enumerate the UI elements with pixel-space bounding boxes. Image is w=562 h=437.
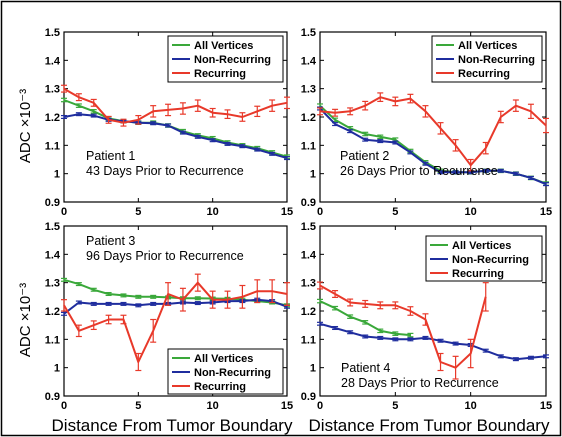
- y-tick-label: 1.5: [301, 221, 316, 233]
- y-tick-label: 1.4: [301, 55, 317, 67]
- y-tick-label: 0.9: [301, 391, 316, 403]
- y-axis-label-top: ADC ×10⁻³: [17, 89, 34, 163]
- panel-annotation: Patient 4: [341, 361, 390, 375]
- y-tick-label: 1.2: [301, 306, 316, 318]
- y-tick-label: 1.2: [45, 306, 60, 318]
- legend-entry: Recurring: [452, 268, 504, 280]
- series-non-recurring: [61, 297, 290, 316]
- y-tick-label: 0.9: [45, 197, 60, 209]
- y-tick-label: 1: [54, 169, 60, 181]
- x-tick-label: 0: [317, 206, 323, 218]
- series-recurring: [61, 273, 290, 372]
- x-tick-label: 0: [61, 400, 67, 412]
- legend-entry: All Vertices: [194, 40, 253, 52]
- panel-annotation: 28 Days Prior to Recurrence: [341, 376, 499, 390]
- legend: All Vertices Non-Recurring Recurring: [167, 348, 284, 395]
- x-tick-label: 10: [465, 400, 477, 412]
- legend-entry: Non-Recurring: [194, 54, 271, 66]
- series-line: [63, 87, 288, 124]
- x-tick-label: 10: [207, 206, 219, 218]
- panel-2: 0.9 1 1.1 1.2 1.3 1.4 1.5 0 5 10 15 Patient 226 Day…: [301, 27, 552, 218]
- y-tick-label: 1.5: [301, 27, 316, 39]
- series-recurring: [317, 92, 549, 172]
- panel-annotation: Patient 2: [340, 149, 389, 163]
- y-tick-label: 1.1: [301, 334, 316, 346]
- x-tick-label: 10: [465, 206, 477, 218]
- series-recurring: [317, 281, 489, 380]
- series-line: [63, 281, 288, 363]
- panel-annotation: Patient 1: [86, 149, 135, 163]
- panel-annotation: 26 Days Prior to Recurrence: [340, 164, 498, 178]
- legend-entry: Non-Recurring: [452, 254, 529, 266]
- legend-entry: Recurring: [194, 68, 246, 80]
- x-tick-label: 15: [281, 206, 293, 218]
- y-tick-label: 1.5: [45, 27, 60, 39]
- series-line: [319, 107, 547, 186]
- x-tick-label: 5: [135, 400, 141, 412]
- legend: All Vertices Non-Recurring Recurring: [431, 35, 543, 83]
- y-axis-label-bottom: ADC ×10⁻³: [17, 283, 34, 357]
- x-tick-label: 0: [61, 206, 67, 218]
- x-tick-label: 5: [135, 206, 141, 218]
- series-non-recurring: [317, 106, 549, 187]
- y-tick-label: 1.3: [45, 84, 60, 96]
- y-tick-label: 1.4: [301, 249, 317, 261]
- legend: All Vertices Non-Recurring Recurring: [167, 35, 284, 83]
- y-tick-label: 1: [310, 363, 316, 375]
- y-tick-label: 1.1: [45, 140, 60, 152]
- y-tick-label: 1.3: [301, 278, 316, 290]
- y-tick-label: 1: [310, 169, 316, 181]
- panel-1: 0.9 1 1.1 1.2 1.3 1.4 1.5 0 5 10 15 Patient 143 Day…: [45, 27, 293, 218]
- x-axis-label-right: Distance From Tumor Boundary: [309, 416, 550, 435]
- legend-entry: All Vertices: [458, 40, 517, 52]
- legend-entry: All Vertices: [452, 240, 511, 252]
- y-tick-label: 1.1: [301, 140, 316, 152]
- legend-entry: All Vertices: [194, 353, 253, 365]
- y-tick-label: 1: [54, 363, 60, 375]
- y-tick-label: 1.3: [45, 278, 60, 290]
- series-line: [319, 284, 487, 369]
- x-tick-label: 15: [540, 400, 552, 412]
- y-tick-label: 1.2: [45, 112, 60, 124]
- panel-annotation: 96 Days Prior to Recurrence: [86, 249, 244, 263]
- series-all-vertices: [317, 298, 414, 338]
- y-tick-label: 1.2: [301, 112, 316, 124]
- y-tick-label: 0.9: [45, 391, 60, 403]
- legend-entry: Recurring: [458, 68, 510, 80]
- x-axis-label-left: Distance From Tumor Boundary: [52, 416, 293, 435]
- x-tick-label: 10: [207, 400, 219, 412]
- legend-entry: Non-Recurring: [458, 54, 535, 66]
- y-tick-label: 1.4: [45, 55, 61, 67]
- y-tick-label: 0.9: [301, 197, 316, 209]
- y-tick-label: 1.4: [45, 249, 61, 261]
- legend-entry: Non-Recurring: [194, 367, 271, 379]
- panel-4: 0.9 1 1.1 1.2 1.3 1.4 1.5 0 5 10 15 Patient 428 Day…: [301, 221, 552, 412]
- x-tick-label: 15: [540, 206, 552, 218]
- series-line: [319, 300, 411, 337]
- x-tick-label: 5: [392, 400, 398, 412]
- y-tick-label: 1.5: [45, 221, 60, 233]
- legend: All Vertices Non-Recurring Recurring: [425, 235, 543, 282]
- x-tick-label: 0: [317, 400, 323, 412]
- series-line: [63, 298, 288, 315]
- x-tick-label: 15: [281, 400, 293, 412]
- panel-annotation: Patient 3: [86, 234, 135, 248]
- legend-entry: Recurring: [194, 381, 246, 393]
- panel-annotation: 43 Days Prior to Recurrence: [86, 164, 244, 178]
- panel-3: 0.9 1 1.1 1.2 1.3 1.4 1.5 0 5 10 15 Patient 396 Day…: [45, 221, 293, 412]
- series-line: [63, 113, 288, 160]
- series-recurring: [61, 84, 290, 127]
- x-tick-label: 5: [392, 206, 398, 218]
- y-tick-label: 1.1: [45, 334, 60, 346]
- series-line: [319, 96, 547, 167]
- y-tick-label: 1.3: [301, 84, 316, 96]
